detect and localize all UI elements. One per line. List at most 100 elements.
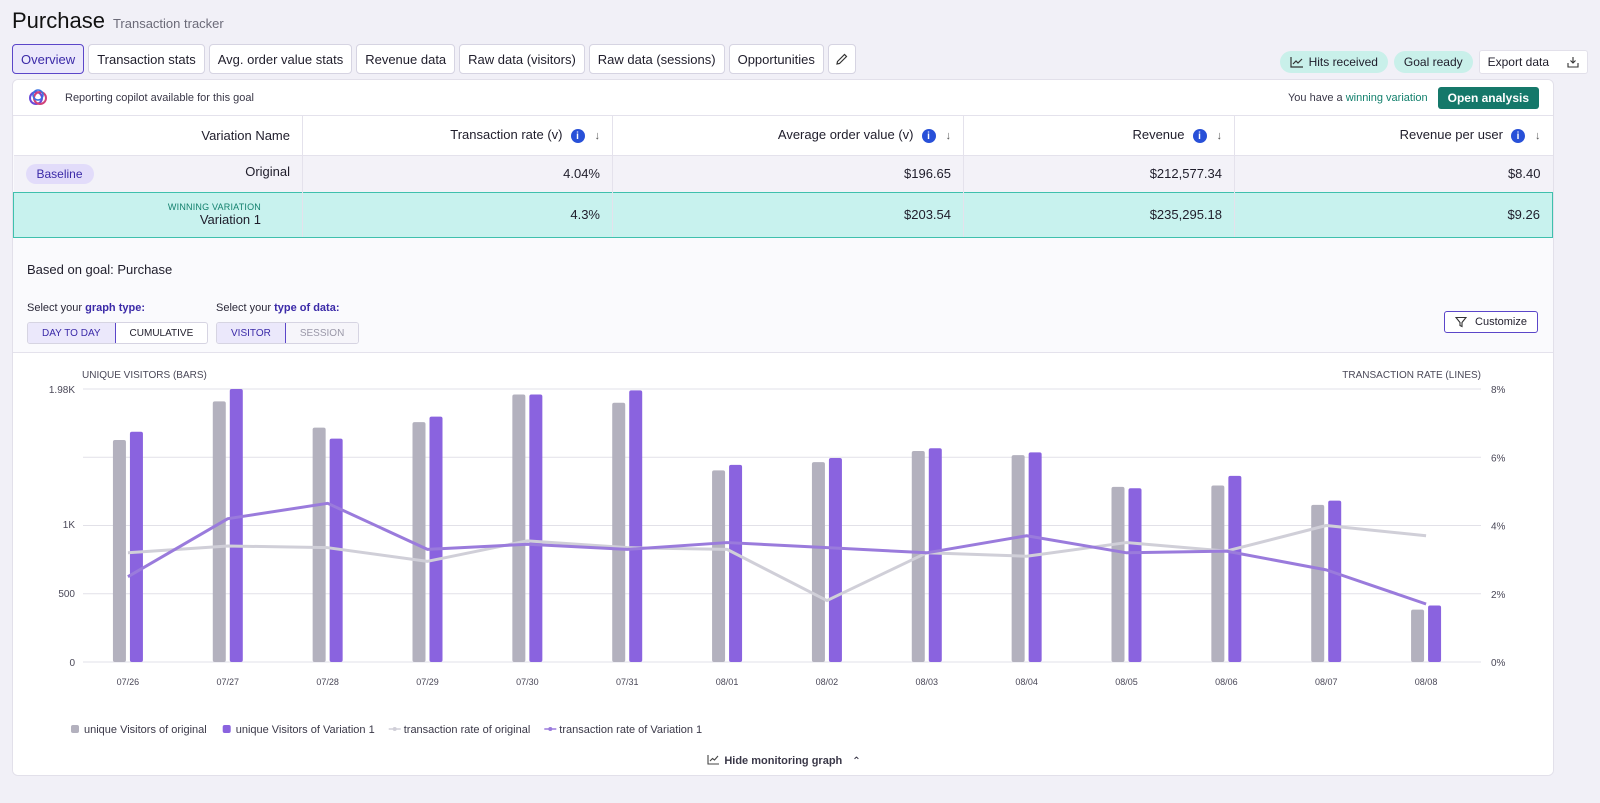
tab-raw-data-sessions[interactable]: Raw data (sessions): [588, 44, 725, 74]
tab-opportunities[interactable]: Opportunities: [728, 44, 824, 74]
graph-type-toggle: DAY TO DAY CUMULATIVE: [27, 322, 209, 344]
legend-swatch: [71, 725, 79, 733]
export-data-button[interactable]: Export data: [1478, 50, 1588, 74]
cell-rpu: $9.26: [1234, 191, 1553, 238]
tab-raw-data-visitors[interactable]: Raw data (visitors): [459, 44, 585, 74]
bar-variation-1: [1228, 475, 1242, 662]
winning-variation-link[interactable]: winning variation: [1345, 91, 1428, 104]
tab-revenue-data[interactable]: Revenue data: [356, 44, 456, 74]
legend-label: unique Visitors of Variation 1: [236, 724, 375, 736]
cell-aov: $203.54: [612, 191, 964, 238]
trend-chart-icon: [1289, 57, 1303, 68]
bar-variation-1: [1128, 488, 1142, 662]
sort-arrow-icon[interactable]: ↓: [1535, 130, 1541, 143]
bar-original: [312, 427, 326, 662]
line-variation-1: [127, 501, 1427, 606]
bar-variation-1: [928, 448, 942, 662]
bar-variation-1: [529, 394, 543, 662]
x-tick-label: 07/30: [516, 677, 539, 687]
header-revenue-per-user[interactable]: Revenue per user i ↓: [1234, 116, 1553, 156]
header-transaction-rate[interactable]: Transaction rate (v) i ↓: [302, 116, 613, 156]
hits-received-badge[interactable]: Hits received: [1279, 51, 1388, 73]
header-average-order-value[interactable]: Average order value (v) i ↓: [612, 116, 964, 156]
status-bar: Hits received Goal ready Export data: [1279, 50, 1588, 74]
legend-swatch: [392, 727, 397, 731]
x-tick-label: 07/26: [117, 677, 140, 687]
info-icon[interactable]: i: [1511, 129, 1525, 144]
sort-arrow-icon[interactable]: ↓: [594, 130, 601, 143]
bar-original: [811, 462, 825, 662]
winning-prefix: You have a: [1287, 91, 1343, 104]
info-icon[interactable]: i: [1192, 129, 1207, 144]
graph-type-day-to-day[interactable]: DAY TO DAY: [28, 323, 116, 343]
cell-revenue: $212,577.34: [963, 155, 1235, 192]
x-tick-label: 08/04: [1015, 677, 1038, 687]
pencil-icon: [836, 53, 848, 65]
graph-type-strong: graph type:: [85, 302, 145, 314]
right-axis-title: TRANSACTION RATE (LINES): [1342, 370, 1481, 381]
left-axis-title: UNIQUE VISITORS (BARS): [82, 370, 207, 381]
line-original: [127, 524, 1427, 603]
cell-aov: $196.65: [612, 155, 964, 192]
sort-arrow-icon[interactable]: ↓: [945, 130, 952, 143]
page-title: Purchase: [12, 8, 105, 33]
line-chart-icon: [707, 755, 720, 765]
bar-variation-1: [1328, 500, 1342, 662]
left-tick-label: 1K: [63, 520, 76, 531]
tab-overview[interactable]: Overview: [12, 44, 85, 74]
info-icon[interactable]: i: [921, 129, 936, 144]
monitoring-chart: UNIQUE VISITORS (BARS) TRANSACTION RATE (…: [49, 370, 1506, 736]
info-icon[interactable]: i: [570, 129, 585, 144]
page-header: Purchase Transaction tracker: [12, 8, 224, 34]
edit-tabs-button[interactable]: [827, 44, 856, 74]
data-type-visitor[interactable]: VISITOR: [217, 323, 286, 343]
data-type-toggle: VISITOR SESSION: [216, 322, 360, 344]
legend-label: transaction rate of original: [404, 724, 531, 736]
x-tick-label: 08/08: [1415, 677, 1438, 687]
x-tick-label: 07/28: [316, 677, 339, 687]
header-revenue-label: Revenue: [1132, 127, 1185, 143]
x-tick-label: 07/27: [217, 677, 240, 687]
copilot-bar: Reporting copilot available for this goa…: [13, 80, 1553, 116]
variation-name: Original: [245, 163, 290, 179]
bar-original: [712, 470, 726, 662]
table-row-variation-1[interactable]: WINNING VARIATION Variation 1 4.3% $203.5…: [13, 191, 1553, 238]
x-tick-label: 08/06: [1215, 677, 1238, 687]
bar-original: [1311, 504, 1325, 662]
bar-original: [1011, 455, 1025, 662]
baseline-badge: Baseline: [25, 163, 94, 184]
bar-variation-1: [1028, 452, 1042, 662]
chevron-up-icon: ⌃: [852, 756, 861, 767]
tab-avg-order-value-stats[interactable]: Avg. order value stats: [208, 44, 353, 74]
table-header-row: Variation Name Transaction rate (v) i ↓ Av…: [13, 116, 1553, 156]
sort-arrow-icon[interactable]: ↓: [1216, 130, 1223, 143]
cell-variation-name: WINNING VARIATION Variation 1: [13, 191, 303, 238]
cell-transaction-rate: 4.04%: [302, 155, 613, 192]
graph-type-cumulative[interactable]: CUMULATIVE: [129, 327, 194, 339]
cell-rpu: $8.40: [1234, 155, 1553, 192]
goal-label: Based on goal: Purchase: [27, 262, 173, 277]
export-data-label: Export data: [1487, 55, 1549, 69]
open-analysis-button[interactable]: Open analysis: [1437, 86, 1539, 109]
goal-ready-badge: Goal ready: [1393, 51, 1473, 73]
customize-button[interactable]: Customize: [1444, 311, 1538, 333]
bar-variation-1: [129, 431, 143, 662]
x-tick-label: 08/05: [1115, 677, 1138, 687]
x-tick-label: 08/02: [816, 677, 839, 687]
x-tick-label: 08/03: [916, 677, 939, 687]
data-type-session[interactable]: SESSION: [285, 323, 359, 343]
left-tick-label: 1.98K: [49, 385, 75, 396]
data-type-prefix: Select your: [216, 302, 272, 314]
table-row-baseline[interactable]: Baseline Original 4.04% $196.65 $212,577.…: [13, 155, 1553, 192]
tab-transaction-stats[interactable]: Transaction stats: [88, 44, 205, 74]
bar-original: [512, 394, 526, 662]
hide-monitoring-graph-button[interactable]: Hide monitoring graph ⌃: [13, 754, 1553, 767]
right-tick-label: 0%: [1491, 658, 1506, 669]
legend-swatch: [222, 725, 231, 733]
data-type-label: Select your type of data:: [216, 302, 340, 314]
bar-original: [212, 401, 226, 662]
header-aov-label: Average order value (v): [777, 127, 914, 143]
hits-received-label: Hits received: [1308, 55, 1378, 69]
graph-type-prefix: Select your: [27, 302, 83, 314]
header-revenue[interactable]: Revenue i ↓: [963, 116, 1235, 156]
